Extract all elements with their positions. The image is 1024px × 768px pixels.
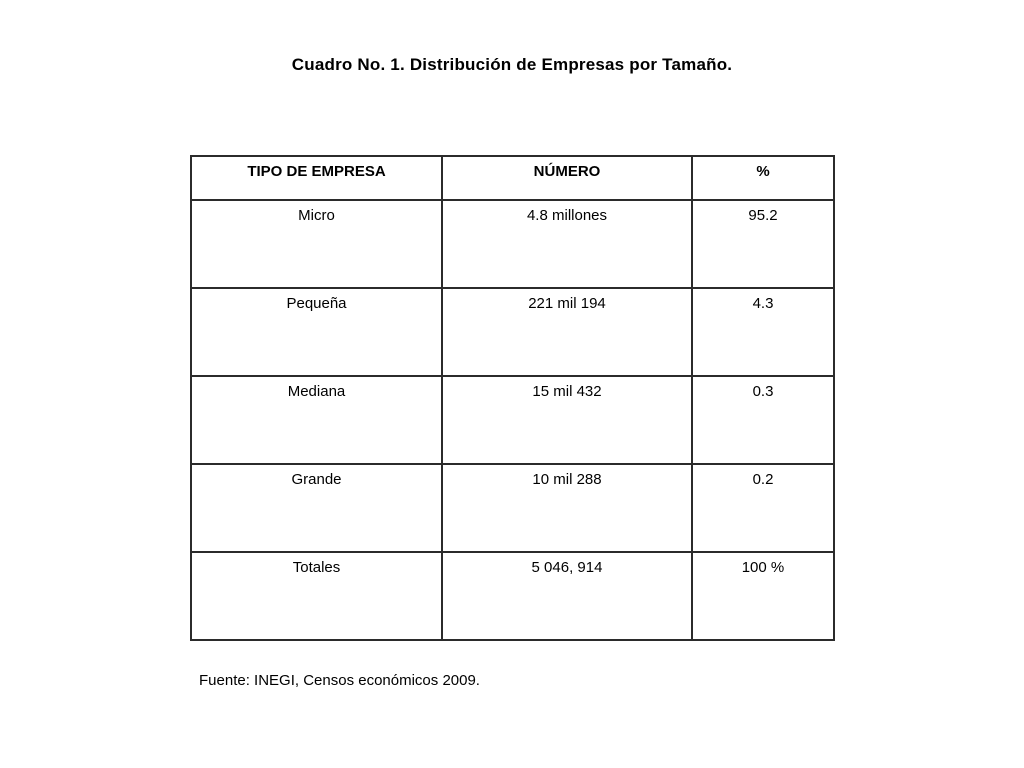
cell-numero: 221 mil 194 [441, 287, 693, 377]
empresas-table-container: TIPO DE EMPRESA NÚMERO % Micro 4.8 millo… [190, 155, 835, 641]
page-title: Cuadro No. 1. Distribución de Empresas p… [291, 55, 733, 74]
cell-tipo: Totales [190, 551, 443, 641]
table-row-pequena: Pequeña 221 mil 194 4.3 [190, 287, 835, 377]
cell-numero: 4.8 millones [441, 199, 693, 289]
cell-numero: 5 046, 914 [441, 551, 693, 641]
cell-numero: 10 mil 288 [441, 463, 693, 553]
cell-tipo: Grande [190, 463, 443, 553]
cell-percent: 0.2 [691, 463, 835, 553]
column-header-percent: % [691, 155, 835, 201]
cell-percent: 95.2 [691, 199, 835, 289]
source-note: Fuente: INEGI, Censos económicos 2009. [199, 672, 480, 689]
cell-percent: 4.3 [691, 287, 835, 377]
table-header-row: TIPO DE EMPRESA NÚMERO % [190, 155, 835, 201]
cell-numero: 15 mil 432 [441, 375, 693, 465]
column-header-tipo-de-empresa: TIPO DE EMPRESA [190, 155, 443, 201]
cell-percent: 100 % [691, 551, 835, 641]
table-row-totales: Totales 5 046, 914 100 % [190, 551, 835, 641]
table-row-mediana: Mediana 15 mil 432 0.3 [190, 375, 835, 465]
column-header-numero: NÚMERO [441, 155, 693, 201]
cell-tipo: Pequeña [190, 287, 443, 377]
cell-percent: 0.3 [691, 375, 835, 465]
cell-tipo: Micro [190, 199, 443, 289]
table-row-micro: Micro 4.8 millones 95.2 [190, 199, 835, 289]
empresas-table: TIPO DE EMPRESA NÚMERO % Micro 4.8 millo… [190, 155, 835, 641]
cell-tipo: Mediana [190, 375, 443, 465]
table-row-grande: Grande 10 mil 288 0.2 [190, 463, 835, 553]
